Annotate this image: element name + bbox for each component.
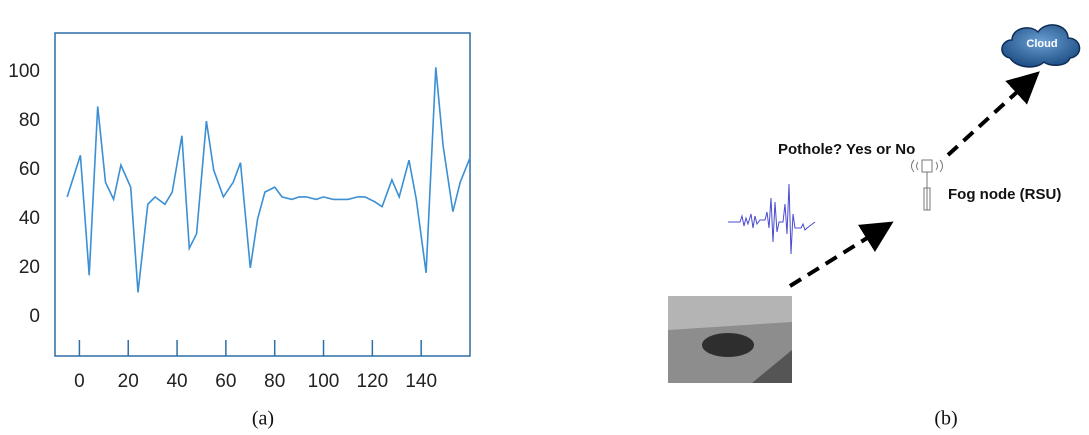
page: (a) Cloud Pothole? Yes or No Fog node (R…	[0, 0, 1089, 435]
y-tick-label: 60	[19, 159, 40, 180]
arrow	[948, 82, 1028, 155]
y-tick-label: 0	[29, 306, 40, 327]
y-tick-label: 40	[19, 208, 40, 229]
x-tick-label: 20	[118, 371, 139, 392]
pothole-photo	[668, 296, 792, 383]
x-tick-label: 80	[264, 371, 285, 392]
cloud-label: Cloud	[1026, 38, 1057, 50]
data-line	[67, 67, 470, 292]
figure: (a) Cloud Pothole? Yes or No Fog node (R…	[0, 0, 1089, 435]
question-label: Pothole? Yes or No	[778, 141, 915, 158]
fog-node-label: Fog node (RSU)	[948, 186, 1061, 203]
y-tick-label: 100	[8, 61, 40, 82]
antenna-icon	[912, 160, 943, 210]
caption-b: (b)	[934, 408, 957, 430]
x-tick-label: 40	[166, 371, 187, 392]
x-tick-label: 120	[357, 371, 389, 392]
y-tick-label: 20	[19, 257, 40, 278]
x-tick-label: 100	[308, 371, 340, 392]
x-tick-label: 60	[215, 371, 236, 392]
waveform-icon	[728, 184, 815, 254]
arrow	[790, 230, 880, 286]
y-tick-label: 80	[19, 110, 40, 131]
x-tick-label: 140	[405, 371, 437, 392]
x-tick-label: 0	[74, 371, 85, 392]
caption-a: (a)	[252, 408, 274, 430]
plot-frame	[55, 33, 470, 356]
